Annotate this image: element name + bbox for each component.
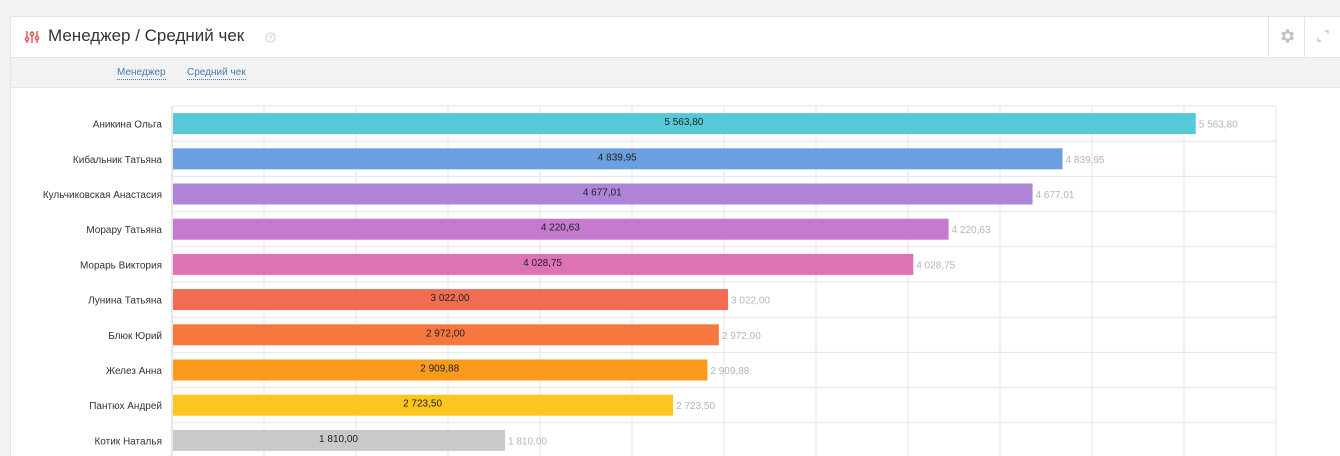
bar [173,359,708,381]
bar [173,148,1063,170]
svg-text:?: ? [269,35,273,42]
bar [173,218,949,240]
bar [173,183,1033,205]
bar-value-label: 2 723,50 [403,399,442,410]
bar-value-label: 2 972,00 [426,328,465,339]
bar-value-label: 4 028,75 [523,258,562,269]
filter-average-check-link[interactable]: Средний чек [187,67,246,80]
bar-end-label: 3 022,00 [731,296,770,307]
widget-title: Менеджер / Средний чек [48,26,245,45]
bar-end-label: 5 563,80 [1199,120,1238,131]
bar [173,324,719,346]
category-label: Морару Татьяна [86,225,162,236]
category-label: Кибальник Татьяна [73,154,163,166]
bar-end-label: 1 810,00 [508,436,547,447]
bar-end-label: 4 220,63 [952,225,991,236]
filter-manager-link[interactable]: Менеджер [117,67,166,80]
bar-end-label: 4 677,01 [1036,190,1075,201]
bar [173,289,729,311]
sliders-icon [24,31,40,43]
widget: Менеджер / Средний чек ? Менеджер Средни… [10,16,1340,456]
bar-end-label: 4 028,75 [916,260,955,271]
filter-bar: Менеджер Средний чек [11,57,1340,88]
bar-value-label: 4 839,95 [598,152,637,163]
widget-header: Менеджер / Средний чек ? [11,17,1340,57]
bar-value-label: 1 810,00 [319,434,358,445]
bar-end-label: 2 972,00 [722,331,761,342]
bar-value-label: 4 220,63 [541,223,580,234]
bar [173,429,506,451]
expand-button[interactable] [1304,17,1340,57]
bar-value-label: 4 677,01 [583,188,622,199]
category-label: Пантюх Андрей [89,401,162,412]
bar [173,253,914,275]
bar-value-label: 5 563,80 [664,117,703,128]
bar-value-label: 3 022,00 [431,293,470,304]
bar [173,113,1196,135]
category-label: Лунина Татьяна [88,296,162,307]
help-icon[interactable]: ? [265,32,276,43]
category-label: Котик Наталья [94,436,162,447]
category-label: Кульчиковская Анастасия [43,190,162,201]
gear-icon [1281,29,1295,43]
bar-end-label: 4 839,95 [1066,155,1105,166]
bar-end-label: 2 723,50 [676,401,715,412]
expand-icon [1317,30,1329,42]
bar [173,394,674,416]
category-label: Желез Анна [106,366,163,377]
bar-value-label: 2 909,88 [420,364,459,375]
category-label: Блюк Юрий [108,331,162,342]
settings-button[interactable] [1268,17,1304,57]
bar-chart: Аникина Ольга 5 563,80 5 563,80 Кибальник Т… [11,88,1340,456]
bar-end-label: 2 909,88 [710,366,749,377]
category-label: Аникина Ольга [93,120,163,131]
category-label: Морарь Виктория [80,260,162,271]
